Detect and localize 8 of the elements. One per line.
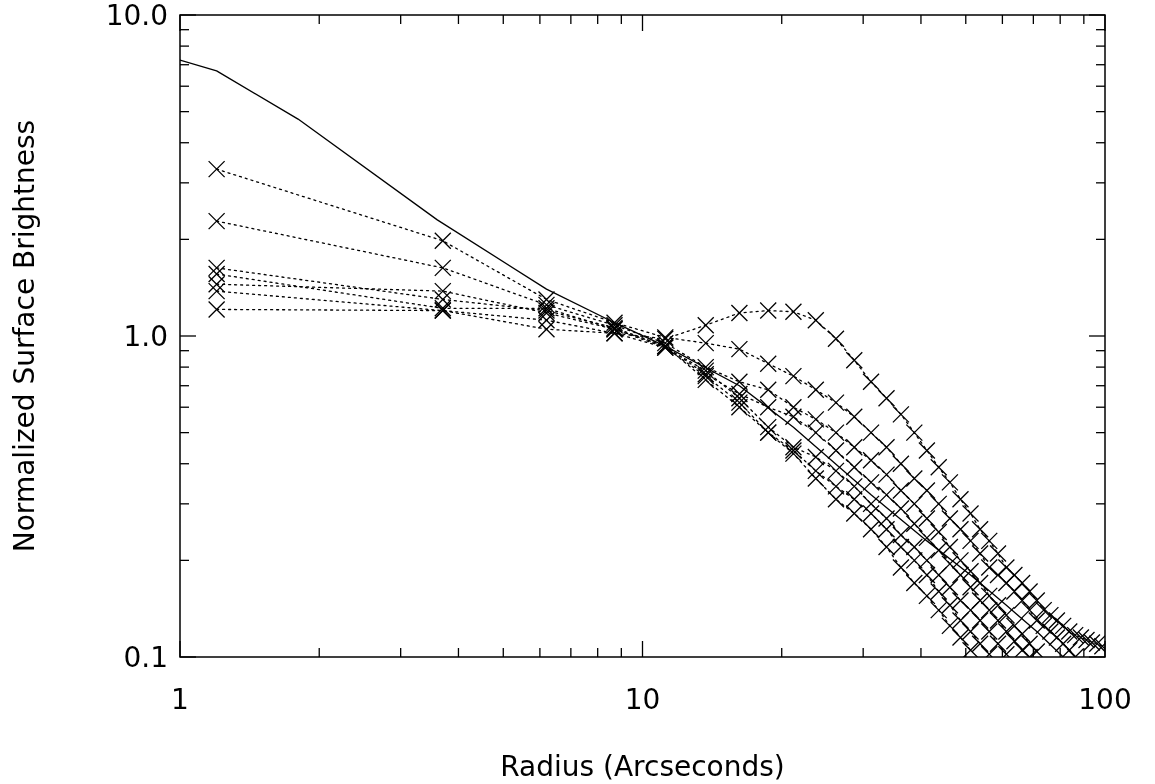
x-tick-label: 1 xyxy=(171,683,189,716)
y-axis-title: Normalized Surface Brightness xyxy=(8,119,41,553)
y-tick-label: 1.0 xyxy=(123,319,168,353)
x-tick-label: 100 xyxy=(1078,683,1132,716)
y-tick-label: 0.1 xyxy=(123,640,168,674)
x-tick-label: 10 xyxy=(624,683,661,716)
x-axis-title: Radius (Arcseconds) xyxy=(500,750,785,783)
y-tick-label: 10.0 xyxy=(105,0,168,32)
